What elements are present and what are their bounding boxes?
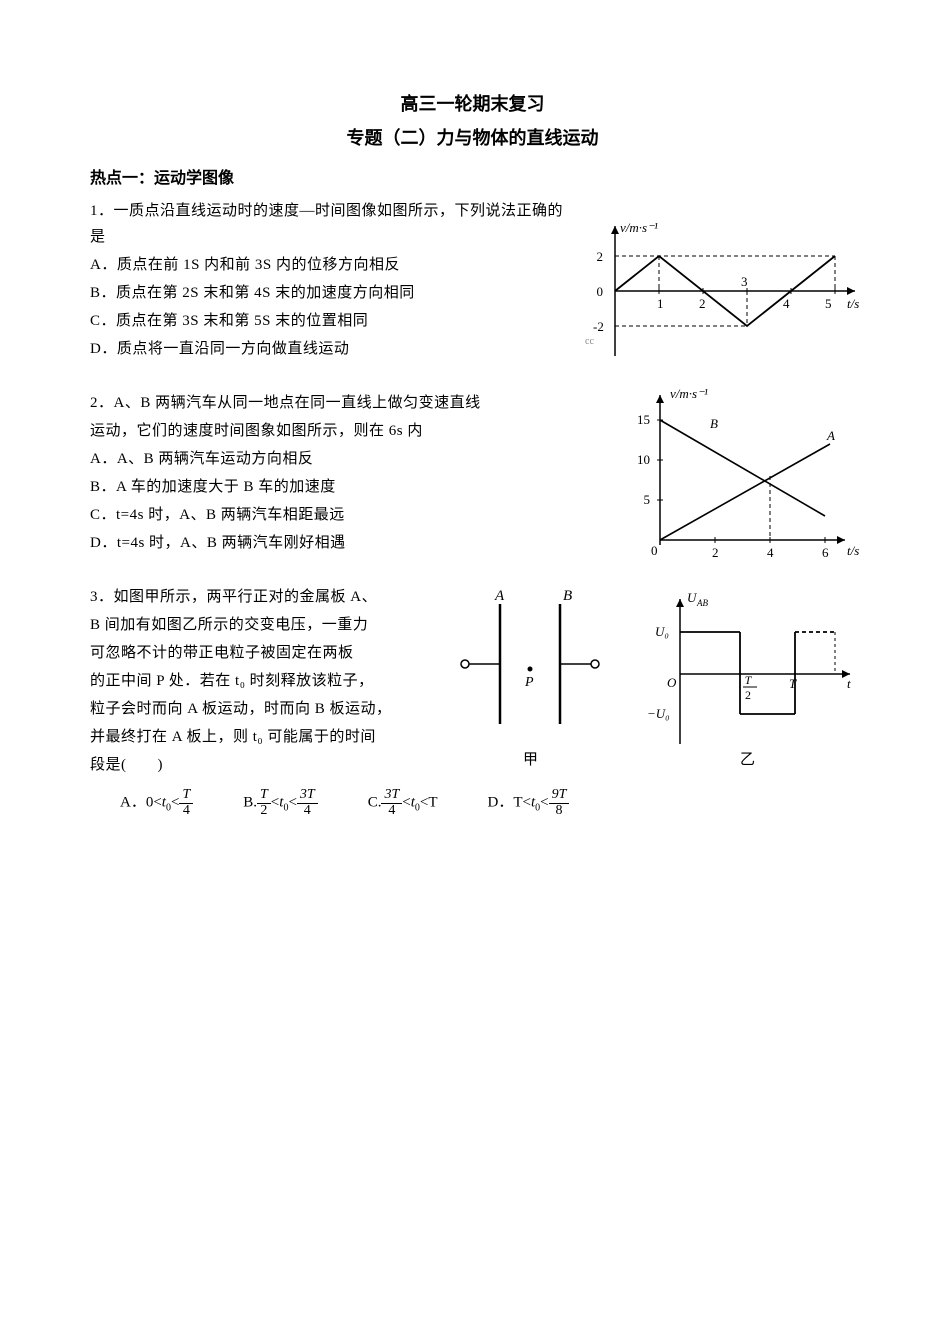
q3-l5: 粒子会时而向 A 板运动，时而向 B 板运动， [90, 696, 440, 722]
svg-text:0: 0 [597, 284, 604, 299]
q3-l3: 可忽略不计的带正电粒子被固定在两板 [90, 640, 440, 666]
svg-text:O: O [667, 675, 677, 690]
title-sub: 专题（二）力与物体的直线运动 [90, 124, 855, 150]
topic-1: 热点一：运动学图像 [90, 164, 855, 188]
q3-opt-c: C.3T4<t0<T [368, 788, 438, 818]
q2-opt-a: A．A、B 两辆汽车运动方向相反 [90, 446, 560, 472]
svg-text:t/s: t/s [847, 296, 859, 311]
svg-text:2: 2 [712, 545, 719, 560]
svg-text:5: 5 [644, 492, 651, 507]
title-main: 高三一轮期末复习 [90, 90, 855, 116]
question-3: 3．如图甲所示，两平行正对的金属板 A、 B 间加有如图乙所示的交变电压，一重力… [90, 584, 855, 818]
q3-l4: 的正中间 P 处．若在 t₀ 时刻释放该粒子， [90, 668, 440, 694]
svg-text:U₀: U₀ [655, 624, 669, 639]
svg-text:4: 4 [783, 296, 790, 311]
svg-text:15: 15 [637, 412, 650, 427]
svg-text:T: T [745, 673, 753, 687]
q3-l1: 3．如图甲所示，两平行正对的金属板 A、 [90, 584, 440, 610]
svg-text:AB: AB [696, 598, 708, 608]
q3-fig-jia: A B P 甲 [445, 584, 625, 779]
svg-text:4: 4 [767, 545, 774, 560]
question-1: 1．一质点沿直线运动时的速度—时间图像如图所示，下列说法正确的是 A．质点在前 … [90, 198, 855, 362]
q3-l7: 段是( ) [90, 752, 440, 778]
q3-fig-yi: U AB t O U₀ −U₀ T 2 T [625, 584, 875, 779]
q1-stem: 1．一质点沿直线运动时的速度—时间图像如图所示，下列说法正确的是 [90, 198, 570, 250]
svg-text:B: B [710, 416, 718, 431]
q3-opt-b: B.T2<t0<3T4 [243, 788, 317, 818]
q1-chart: 2 0 -2 v/m·s⁻¹ t/s 1 2 3 4 5 [585, 216, 875, 371]
svg-text:−U₀: −U₀ [647, 706, 670, 721]
svg-text:3: 3 [741, 274, 748, 289]
fig-jia-caption: 甲 [523, 752, 538, 768]
q3-options: A．0<t0<T4 B.T2<t0<3T4 C.3T4<t0<T D．T<t0<… [90, 788, 855, 818]
svg-text:P: P [524, 675, 534, 690]
svg-text:t: t [847, 676, 851, 691]
q2-stem1: 2．A、B 两辆汽车从同一地点在同一直线上做匀变速直线 [90, 390, 560, 416]
svg-text:A: A [494, 588, 505, 604]
q1-opt-a: A．质点在前 1S 内和前 3S 内的位移方向相反 [90, 252, 570, 278]
svg-text:v/m·s⁻¹: v/m·s⁻¹ [620, 220, 658, 235]
page-root: 高三一轮期末复习 专题（二）力与物体的直线运动 热点一：运动学图像 1．一质点沿… [0, 0, 945, 1336]
q2-chart: v/m·s⁻¹ t/s 0 5 10 15 2 4 6 [615, 380, 875, 575]
q2-opt-d: D．t=4s 时，A、B 两辆汽车刚好相遇 [90, 530, 560, 556]
svg-text:10: 10 [637, 452, 650, 467]
q3-opt-a: A．0<t0<T4 [120, 788, 193, 818]
q2-stem2: 运动，它们的速度时间图象如图所示，则在 6s 内 [90, 418, 560, 444]
q3-l6: 并最终打在 A 板上，则 t₀ 可能属于的时间 [90, 724, 440, 750]
svg-text:2: 2 [745, 688, 751, 702]
svg-text:乙: 乙 [740, 752, 755, 768]
q2-opt-b: B．A 车的加速度大于 B 车的加速度 [90, 474, 560, 500]
q2-opt-c: C．t=4s 时，A、B 两辆汽车相距最远 [90, 502, 560, 528]
svg-text:v/m·s⁻¹: v/m·s⁻¹ [670, 386, 708, 401]
q3-l2: B 间加有如图乙所示的交变电压，一重力 [90, 612, 440, 638]
svg-text:6: 6 [822, 545, 829, 560]
svg-text:B: B [563, 588, 572, 604]
svg-text:2: 2 [699, 296, 706, 311]
svg-text:-2: -2 [593, 319, 604, 334]
question-2: 2．A、B 两辆汽车从同一地点在同一直线上做匀变速直线 运动，它们的速度时间图象… [90, 390, 855, 556]
svg-text:A: A [826, 428, 835, 443]
svg-text:cc: cc [585, 336, 594, 347]
q1-opt-d: D．质点将一直沿同一方向做直线运动 [90, 336, 570, 362]
svg-text:t/s: t/s [847, 543, 859, 558]
svg-text:5: 5 [825, 296, 832, 311]
q3-opt-d: D．T<t0<9T8 [488, 788, 570, 818]
svg-text:1: 1 [657, 296, 664, 311]
svg-text:0: 0 [651, 543, 658, 558]
svg-text:2: 2 [597, 249, 604, 264]
q1-opt-c: C．质点在第 3S 末和第 5S 末的位置相同 [90, 308, 570, 334]
q1-opt-b: B．质点在第 2S 末和第 4S 末的加速度方向相同 [90, 280, 570, 306]
